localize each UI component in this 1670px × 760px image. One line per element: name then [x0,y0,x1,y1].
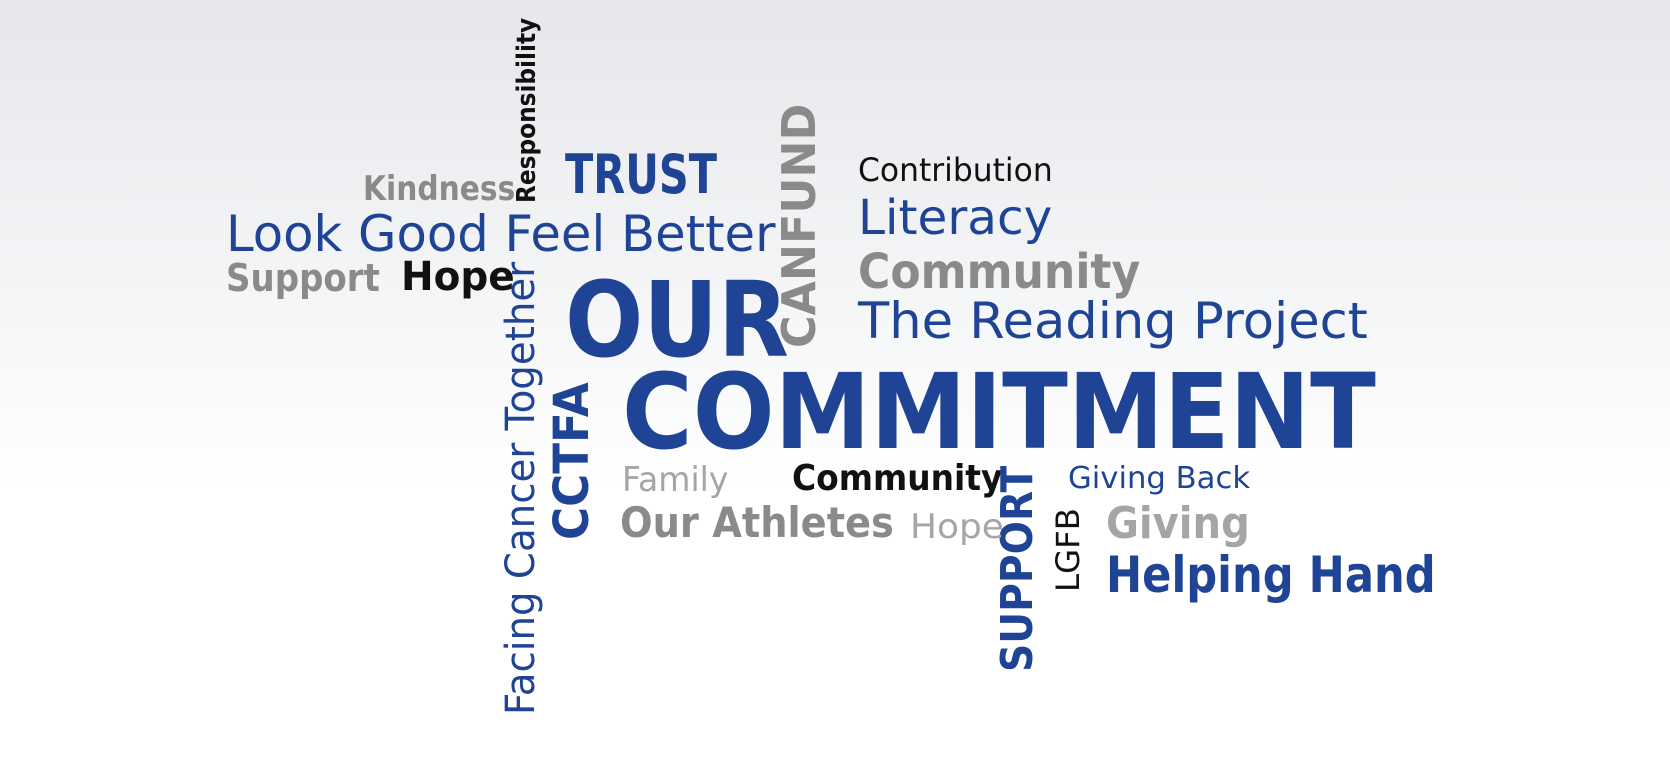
word-the-reading-project: The Reading Project [858,292,1368,350]
word-community-black: Community [792,458,1003,499]
word-trust: TRUST [565,143,717,206]
word-support-left: Support [226,256,380,300]
word-look-good-feel-better: Look Good Feel Better [226,205,776,263]
word-contribution: Contribution [858,151,1053,189]
word-our: OUR [565,259,789,381]
word-family: Family [622,460,729,500]
word-giving-back: Giving Back [1068,461,1251,496]
word-lgfb: LGFB [1049,508,1087,592]
word-hope-black: Hope [401,254,515,300]
word-support-vertical: SUPPORT [992,465,1043,672]
word-community-gray: Community [858,244,1141,300]
word-giving: Giving [1106,498,1250,549]
word-cctfa: CCTFA [544,382,600,540]
word-responsibility: Responsibility [512,17,542,203]
word-facing-cancer-together: Facing Cancer Together [498,261,544,715]
word-helping-hand: Helping Hand [1106,546,1436,604]
word-kindness: Kindness [363,169,516,209]
word-literacy: Literacy [858,190,1053,246]
word-hope-gray: Hope [910,507,1004,547]
word-our-athletes: Our Athletes [620,498,894,547]
word-commitment: COMMITMENT [622,351,1376,473]
